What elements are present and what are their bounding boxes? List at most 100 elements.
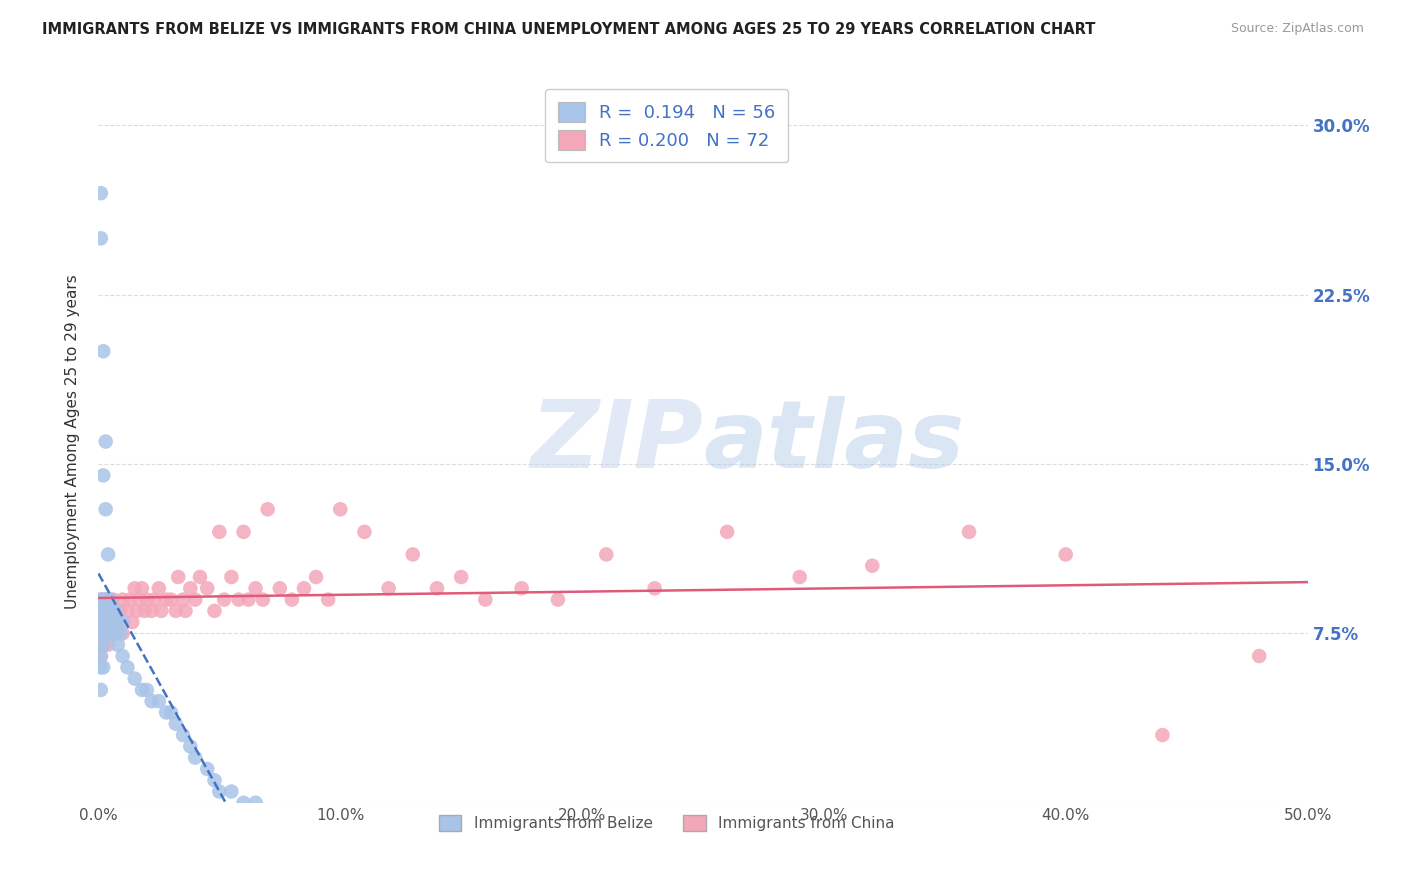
Point xyxy=(329,502,352,516)
Point xyxy=(90,660,112,674)
Point xyxy=(292,582,315,596)
Point xyxy=(127,604,149,618)
Point xyxy=(450,570,472,584)
Point xyxy=(94,626,117,640)
Point xyxy=(195,582,218,596)
Point xyxy=(148,582,170,596)
Point xyxy=(245,582,267,596)
Point xyxy=(160,592,183,607)
Point xyxy=(90,638,112,652)
Point xyxy=(179,739,201,754)
Point xyxy=(91,638,114,652)
Point xyxy=(1152,728,1174,742)
Point xyxy=(117,604,139,618)
Point xyxy=(97,548,120,562)
Point xyxy=(1054,548,1077,562)
Point xyxy=(108,626,131,640)
Point xyxy=(221,570,243,584)
Point xyxy=(111,592,134,607)
Point xyxy=(165,604,187,618)
Point xyxy=(143,592,166,607)
Point xyxy=(91,344,114,359)
Point xyxy=(91,626,114,640)
Point xyxy=(474,592,496,607)
Point xyxy=(860,558,883,573)
Point xyxy=(353,524,375,539)
Point xyxy=(90,592,112,607)
Point xyxy=(91,660,114,674)
Point xyxy=(402,548,425,562)
Point xyxy=(179,582,201,596)
Point xyxy=(155,706,177,720)
Point xyxy=(90,682,112,697)
Point xyxy=(111,648,134,663)
Point xyxy=(789,570,811,584)
Point xyxy=(104,626,127,640)
Point xyxy=(108,604,131,618)
Point xyxy=(208,524,231,539)
Point xyxy=(100,615,122,630)
Point xyxy=(97,592,120,607)
Point xyxy=(510,582,533,596)
Point xyxy=(94,502,117,516)
Point xyxy=(121,615,143,630)
Point xyxy=(91,615,114,630)
Point xyxy=(111,615,134,630)
Point xyxy=(716,524,738,539)
Point xyxy=(104,626,127,640)
Point xyxy=(595,548,617,562)
Point xyxy=(172,728,194,742)
Point xyxy=(148,694,170,708)
Point xyxy=(90,615,112,630)
Point xyxy=(107,615,129,630)
Point xyxy=(91,468,114,483)
Point xyxy=(91,604,114,618)
Point xyxy=(208,784,231,798)
Point xyxy=(101,626,124,640)
Point xyxy=(94,592,117,607)
Point xyxy=(281,592,304,607)
Point xyxy=(97,638,120,652)
Point xyxy=(228,592,250,607)
Point xyxy=(212,592,235,607)
Point xyxy=(101,604,124,618)
Point xyxy=(165,716,187,731)
Point xyxy=(957,524,980,539)
Point xyxy=(316,592,339,607)
Point xyxy=(131,682,153,697)
Legend: Immigrants from Belize, Immigrants from China: Immigrants from Belize, Immigrants from … xyxy=(430,807,903,838)
Point xyxy=(94,604,117,618)
Point xyxy=(131,582,153,596)
Point xyxy=(644,582,666,596)
Point xyxy=(305,570,328,584)
Point xyxy=(100,604,122,618)
Point xyxy=(90,626,112,640)
Point xyxy=(269,582,291,596)
Point xyxy=(184,750,207,764)
Point xyxy=(172,592,194,607)
Point xyxy=(135,592,157,607)
Point xyxy=(90,648,112,663)
Point xyxy=(90,604,112,618)
Text: IMMIGRANTS FROM BELIZE VS IMMIGRANTS FROM CHINA UNEMPLOYMENT AMONG AGES 25 TO 29: IMMIGRANTS FROM BELIZE VS IMMIGRANTS FRO… xyxy=(42,22,1095,37)
Text: atlas: atlas xyxy=(703,395,965,488)
Point xyxy=(124,672,146,686)
Point xyxy=(252,592,274,607)
Point xyxy=(155,592,177,607)
Point xyxy=(184,592,207,607)
Point xyxy=(97,604,120,618)
Point xyxy=(150,604,173,618)
Point xyxy=(94,592,117,607)
Point xyxy=(256,502,278,516)
Point xyxy=(167,570,190,584)
Point xyxy=(117,660,139,674)
Point xyxy=(90,615,112,630)
Point xyxy=(90,648,112,663)
Text: ZIP: ZIP xyxy=(530,395,703,488)
Point xyxy=(245,796,267,810)
Point xyxy=(204,604,226,618)
Point xyxy=(91,592,114,607)
Point xyxy=(100,626,122,640)
Point xyxy=(135,682,157,697)
Point xyxy=(204,773,226,788)
